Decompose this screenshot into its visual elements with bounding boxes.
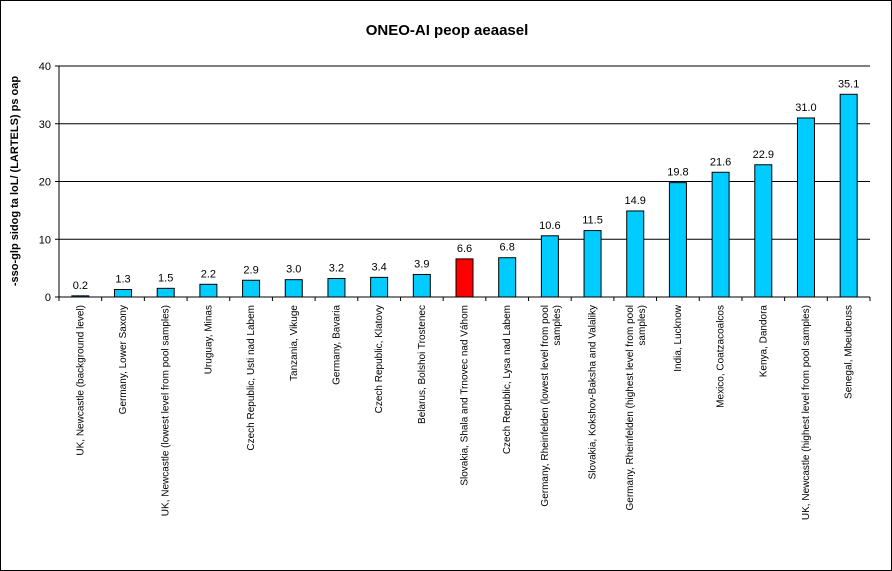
category-label-line: Uruguay, Minas xyxy=(203,305,214,374)
data-label: 21.6 xyxy=(710,156,731,168)
category-label: India, Lucknow xyxy=(673,304,684,371)
data-label: 14.9 xyxy=(625,195,646,207)
data-labels: 0.2 1.3 1.5 2.2 2.9 3.0 3.2 3.4 3.9 6.6 6.8 10.6 11.… xyxy=(73,78,860,292)
category-label-line: Belarus, Bolshoi Trostenec xyxy=(417,305,428,424)
category-label-line: Senegal, Mbeubeuss xyxy=(844,305,855,399)
bar xyxy=(455,258,474,298)
data-label: 2.9 xyxy=(243,264,258,276)
category-label: Czech Republic, Usti nad Labem xyxy=(246,305,257,451)
data-label: 19.8 xyxy=(667,167,688,179)
category-label-line: samples) xyxy=(552,305,563,346)
data-label: 31.0 xyxy=(795,102,816,114)
data-label: 6.8 xyxy=(500,242,515,254)
category-label: Germany, Rheinfelden (highest level from… xyxy=(625,305,648,510)
bar xyxy=(754,164,773,298)
bar xyxy=(583,230,602,298)
category-label: Belarus, Bolshoi Trostenec xyxy=(417,305,428,424)
category-label-line: Kenya, Dandora xyxy=(758,305,769,378)
category-label-line: Tanzania, Vikuge xyxy=(289,305,300,381)
category-label: Germany, Rheinfelden (lowest level from … xyxy=(540,305,563,507)
bar xyxy=(284,279,303,298)
category-label-line: India, Lucknow xyxy=(673,304,684,371)
data-label: 3.2 xyxy=(329,263,344,275)
category-label: Tanzania, Vikuge xyxy=(289,305,300,381)
category-label: UK, Newcastle (lowest level from pool sa… xyxy=(161,305,172,516)
category-label-line: UK, Newcastle (lowest level from pool sa… xyxy=(161,305,172,516)
category-label-line: Germany, Bavaria xyxy=(331,305,342,385)
category-label-line: Slovakia, Kokshov-Baksha and Valaliky xyxy=(588,305,599,479)
data-label: 3.0 xyxy=(286,264,301,276)
chart-title: ONEO-AI peop aeaasel xyxy=(366,22,529,39)
data-label: 22.9 xyxy=(753,149,774,161)
bar xyxy=(327,278,346,298)
y-tick-labels: 0 10 20 30 40 xyxy=(39,61,51,304)
bar xyxy=(199,283,218,298)
category-label-line: Slovakia, Shala and Trnovec nad Váhom xyxy=(460,305,471,486)
y-tick-label: 20 xyxy=(39,177,51,189)
y-axis-label: -sso-glp sidog ta loL/ (LARTELS) ps oap xyxy=(9,76,21,286)
bar xyxy=(370,276,389,298)
category-label-line: UK, Newcastle (background level) xyxy=(75,305,86,456)
bar xyxy=(412,273,431,298)
category-label-line: Czech Republic, Usti nad Labem xyxy=(246,305,257,451)
category-label: Germany, Bavaria xyxy=(331,305,342,385)
bar xyxy=(711,171,730,298)
bars xyxy=(71,93,858,298)
category-label-line: Germany, Rheinfelden (highest level from… xyxy=(625,305,636,510)
category-label: Slovakia, Shala and Trnovec nad Váhom xyxy=(460,305,471,486)
data-label: 11.5 xyxy=(582,215,603,227)
data-label: 1.5 xyxy=(158,272,173,284)
data-label: 10.6 xyxy=(539,220,560,232)
gridlines xyxy=(59,65,870,240)
category-label: Kenya, Dandora xyxy=(758,305,769,378)
bar xyxy=(668,182,687,298)
category-label-line: Mexico, Coatzacoalcos xyxy=(716,305,727,408)
bar xyxy=(114,288,133,298)
bar xyxy=(71,295,90,298)
category-label: Senegal, Mbeubeuss xyxy=(844,305,855,399)
bar xyxy=(796,117,815,298)
category-label: UK, Newcastle (highest level from pool s… xyxy=(801,305,812,520)
y-tick-label: 30 xyxy=(39,119,51,131)
data-label: 35.1 xyxy=(838,78,859,90)
category-label-line: samples) xyxy=(637,305,648,346)
data-label: 6.6 xyxy=(457,243,472,255)
category-label: Uruguay, Minas xyxy=(203,305,214,374)
bar xyxy=(156,287,175,298)
category-labels: UK, Newcastle (background level) Germany,… xyxy=(75,304,854,520)
category-label: Czech Republic, Lysa nad Labem xyxy=(502,305,513,454)
category-label-line: UK, Newcastle (highest level from pool s… xyxy=(801,305,812,520)
data-label: 3.4 xyxy=(371,261,386,273)
category-label: Czech Republic, Klatovy xyxy=(374,305,385,413)
data-label: 3.9 xyxy=(414,258,429,270)
y-tick-label: 10 xyxy=(39,234,51,246)
bar xyxy=(242,279,261,298)
bar xyxy=(626,210,645,298)
data-label: 0.2 xyxy=(73,280,88,292)
category-label-line: Czech Republic, Klatovy xyxy=(374,305,385,413)
y-tick-label: 40 xyxy=(39,61,51,73)
category-label: Germany, Lower Saxony xyxy=(118,305,129,414)
bar xyxy=(540,235,559,298)
bar xyxy=(498,257,517,298)
category-label: Mexico, Coatzacoalcos xyxy=(716,305,727,408)
bar xyxy=(839,93,858,298)
category-label-line: Czech Republic, Lysa nad Labem xyxy=(502,305,513,454)
data-label: 1.3 xyxy=(115,273,130,285)
category-label: UK, Newcastle (background level) xyxy=(75,305,86,456)
category-label: Slovakia, Kokshov-Baksha and Valaliky xyxy=(588,305,599,479)
y-tick-label: 0 xyxy=(45,292,51,304)
category-label-line: Germany, Lower Saxony xyxy=(118,305,129,414)
data-label: 2.2 xyxy=(201,268,216,280)
category-label-line: Germany, Rheinfelden (lowest level from … xyxy=(540,305,551,507)
